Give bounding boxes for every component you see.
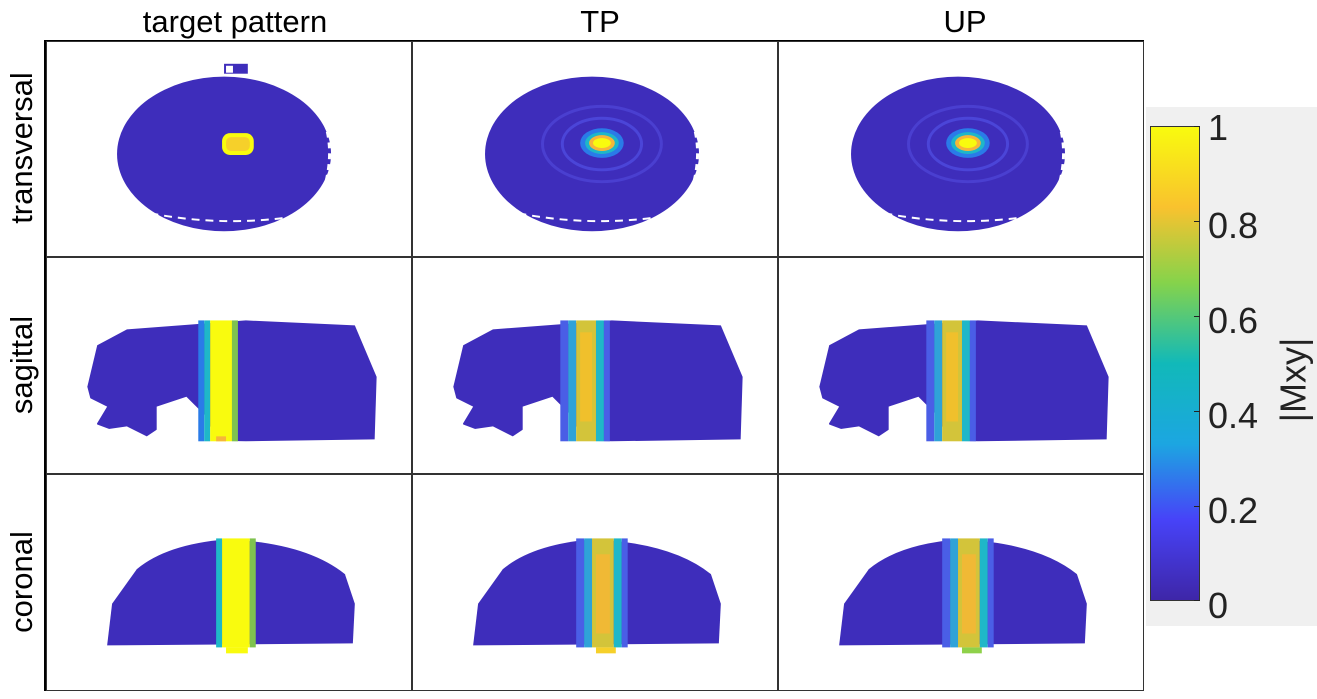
col-title-tp: TP [580,4,620,39]
coronal-tp-image [473,538,721,654]
colorbar-tick [1194,126,1200,127]
transversal-up-image [851,65,1066,232]
sagittal-tp-image [453,320,743,442]
col-title-target: target pattern [142,4,328,39]
colorbar-tick-label: 0.4 [1208,395,1259,436]
panel-sagittal-tp [412,257,778,474]
col-title-up: UP [943,4,987,39]
transversal-target-image [117,63,332,232]
panel-coronal-tp [412,474,778,691]
colorbar-tick [1194,411,1200,412]
sagittal-up-image [819,320,1109,442]
colorbar-tick [1194,221,1200,222]
colorbar-tick [1194,600,1200,601]
panel-transversal-up [778,41,1144,257]
sagittal-target-image [87,320,377,442]
panel-transversal-tp [412,41,778,257]
colorbar-tick [1194,316,1200,317]
row-label-transversal: transversal [4,72,40,224]
colorbar-tick-label: 0.6 [1208,300,1259,341]
colorbar-tick [1194,506,1200,507]
colorbar-tick-label: 0.8 [1208,205,1259,246]
colorbar [1150,126,1200,601]
coronal-up-image [839,538,1087,654]
colorbar-tick-label: 1 [1208,107,1229,148]
colorbar-tick-label: 0.2 [1208,490,1259,531]
coronal-target-image [107,538,355,654]
panel-sagittal-target [46,257,412,474]
row-label-coronal: coronal [4,530,39,633]
panel-coronal-target [46,474,412,691]
transversal-tp-image [485,65,700,232]
row-label-sagittal: sagittal [4,315,40,414]
colorbar-label: |Mxy| [1272,337,1314,423]
image-grid [44,40,1144,691]
panel-coronal-up [778,474,1144,691]
colorbar-tick-label: 0 [1208,585,1229,626]
panel-transversal-target [46,41,412,257]
panel-sagittal-up [778,257,1144,474]
